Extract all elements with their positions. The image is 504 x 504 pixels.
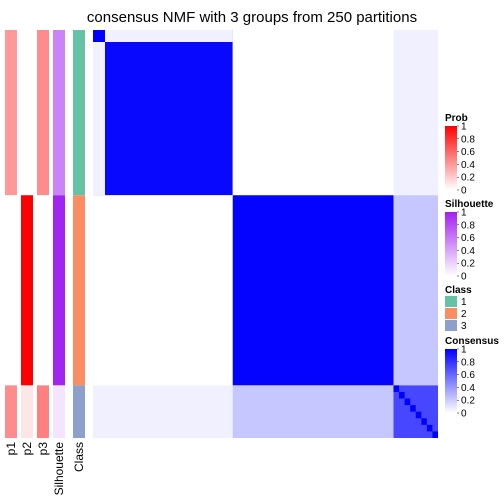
track-p2-block-1 <box>21 30 33 196</box>
consensus-diag-cell <box>426 424 433 432</box>
legend-consensus-tick-label: 0.8 <box>461 357 475 368</box>
legend-class-label-3: 3 <box>461 321 467 332</box>
consensus-block-1-2 <box>232 30 394 196</box>
consensus-stripe-row <box>93 30 233 42</box>
legends: Prob10.80.60.40.20Silhouette10.80.60.40.… <box>445 113 499 420</box>
legend-prob-tick-label: 0.6 <box>461 147 475 158</box>
consensus-diag-cell <box>404 398 411 406</box>
track-class-block-3 <box>73 385 85 438</box>
legend-consensus-tick-label: 0.4 <box>461 383 475 394</box>
track-p2-block-3 <box>21 385 33 438</box>
track-label-p3: p3 <box>36 442 50 456</box>
legend-class-label-1: 1 <box>461 297 467 308</box>
track-p1-block-3 <box>5 385 17 438</box>
track-p3-block-1 <box>37 30 49 196</box>
track-label-p1: p1 <box>4 442 18 456</box>
track-p3-block-3 <box>37 385 49 438</box>
legend-silhouette-tick-label: 0.4 <box>461 246 475 257</box>
consensus-block-3-2 <box>232 385 394 438</box>
consensus-diag-cell <box>399 391 405 399</box>
consensus-diag-cell <box>410 405 416 412</box>
track-labels: p1 p2 p3 Silhouette Class <box>4 442 86 496</box>
consensus-diag-cell <box>93 30 105 42</box>
legend-prob-tick-label: 1 <box>461 122 467 133</box>
legend-class-label-2: 2 <box>461 309 467 320</box>
track-silhouette-block-2 <box>53 195 65 386</box>
legend-consensus-title: Consensus <box>445 336 499 347</box>
annotation-tracks <box>5 30 85 438</box>
track-class-block-2 <box>73 195 85 386</box>
legend-silhouette-tick-label: 1 <box>461 208 467 219</box>
consensus-block-1-1 <box>93 30 233 196</box>
legend-prob-tick-label: 0.4 <box>461 160 475 171</box>
legend-silhouette-tick-label: 0.6 <box>461 233 475 244</box>
legend-prob-colorbar <box>445 126 457 190</box>
legend-consensus-colorbar <box>445 349 457 413</box>
legend-prob-tick-label: 0.8 <box>461 134 475 145</box>
legend-silhouette-colorbar <box>445 212 457 276</box>
legend-prob-tick-label: 0.2 <box>461 173 475 184</box>
track-silhouette-block-3 <box>53 385 65 438</box>
legend-silhouette-tick-label: 0.2 <box>461 259 475 270</box>
track-label-class: Class <box>72 442 86 472</box>
chart-title: consensus NMF with 3 groups from 250 par… <box>86 9 418 26</box>
consensus-block-2-1 <box>93 195 233 386</box>
consensus-diag-cell <box>432 431 438 438</box>
legend-class-swatch-1 <box>445 296 457 307</box>
legend-class-title: Class <box>445 285 472 296</box>
legend-class-swatch-3 <box>445 320 457 331</box>
consensus-diag-cell <box>421 418 427 425</box>
legend-prob-tick-label: 0 <box>461 186 467 197</box>
legend-prob-title: Prob <box>445 113 468 124</box>
track-label-silhouette: Silhouette <box>52 442 66 496</box>
track-p2-block-2 <box>21 195 33 386</box>
track-p1-block-1 <box>5 30 17 196</box>
consensus-block-2-2 <box>232 195 394 386</box>
consensus-stripe-col <box>93 30 105 196</box>
consensus-diag-cell <box>415 411 422 419</box>
track-class-block-1 <box>73 30 85 196</box>
legend-consensus-tick-label: 0 <box>461 409 467 420</box>
consensus-block-2-3 <box>393 195 438 386</box>
consensus-matrix <box>93 30 438 438</box>
track-p1-block-2 <box>5 195 17 386</box>
legend-silhouette-tick-label: 0.8 <box>461 220 475 231</box>
track-label-p2: p2 <box>20 442 34 456</box>
consensus-block-1-3 <box>393 30 438 196</box>
legend-silhouette-tick-label: 0 <box>461 272 467 283</box>
consensus-diag-cell <box>393 385 400 392</box>
track-p3-block-2 <box>37 195 49 386</box>
consensus-block-3-1 <box>93 385 233 438</box>
legend-consensus-tick-label: 0.2 <box>461 396 475 407</box>
legend-silhouette-title: Silhouette <box>445 199 494 210</box>
legend-consensus-tick-label: 0.6 <box>461 370 475 381</box>
track-silhouette-block-1 <box>53 30 65 196</box>
legend-class-swatch-2 <box>445 308 457 319</box>
legend-consensus-tick-label: 1 <box>461 345 467 356</box>
